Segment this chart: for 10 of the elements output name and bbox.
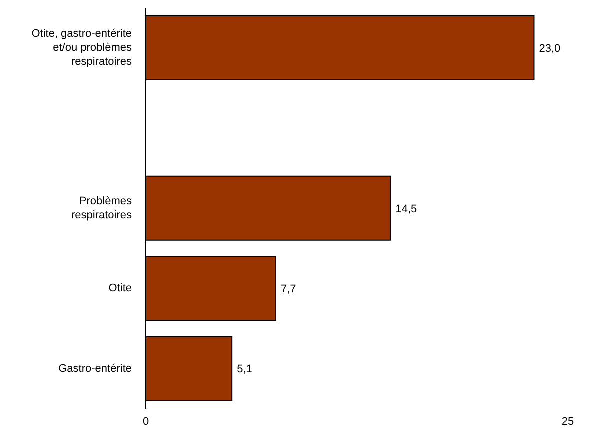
- y-tick-label: Otite: [108, 282, 132, 295]
- data-label: 14,5: [396, 203, 418, 216]
- x-tick-label: 25: [562, 416, 574, 428]
- data-label: 7,7: [280, 284, 296, 296]
- data-label: 5,1: [237, 364, 252, 376]
- y-tick-label: Gastro-entérite: [58, 362, 132, 375]
- y-tick-label: Otite, gastro-entérite et/ou problèmes respiratoires: [32, 28, 132, 68]
- y-tick-label: Problèmes respiratoires: [71, 196, 132, 222]
- data-label: 23,0: [539, 42, 561, 55]
- x-tick-label: 0: [142, 416, 150, 428]
